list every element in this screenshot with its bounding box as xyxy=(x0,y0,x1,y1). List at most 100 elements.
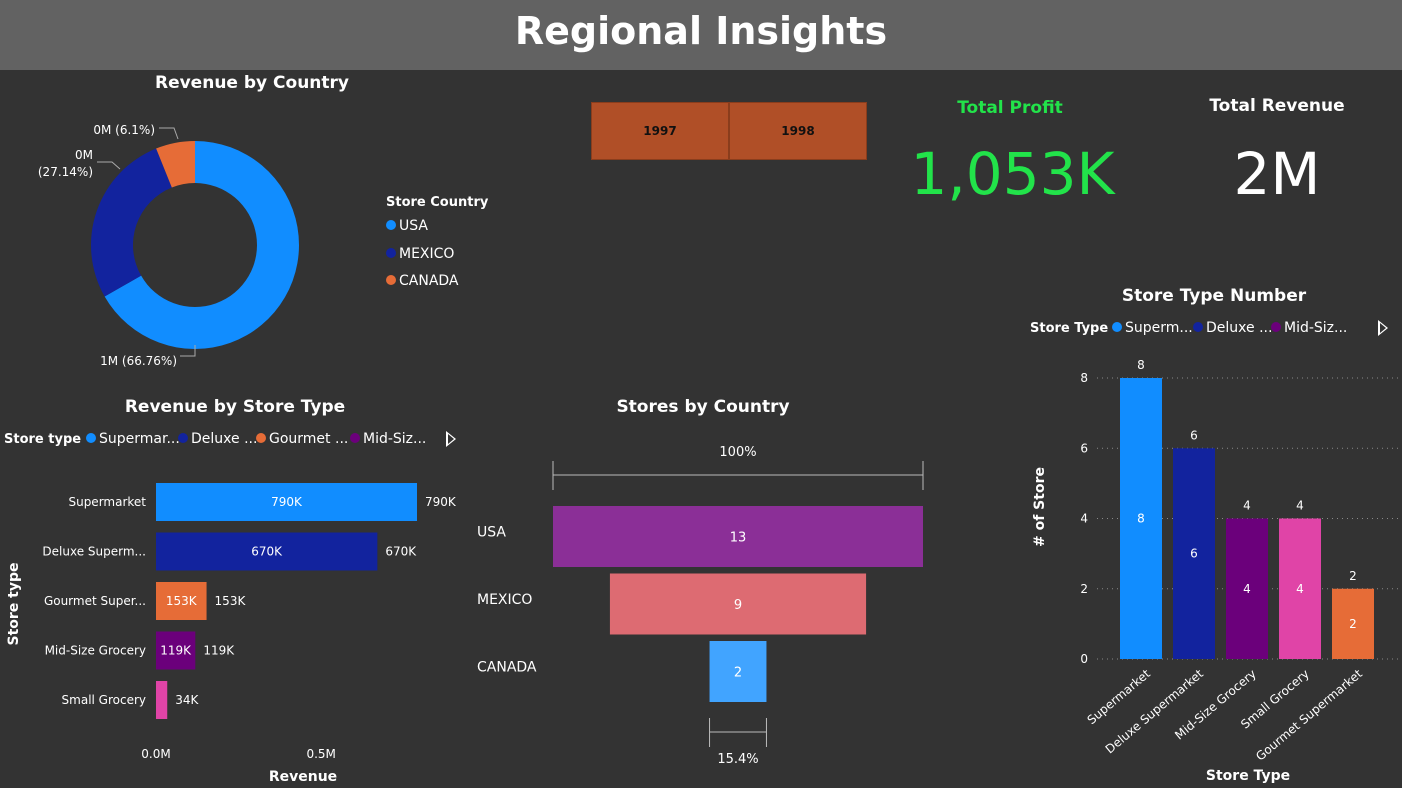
bar-legend-item-midsize[interactable]: Mid-Siz... xyxy=(350,431,426,447)
label-usa: 1M (66.76%) xyxy=(100,354,177,368)
mexico-dot-icon xyxy=(386,248,396,258)
legend-label: Deluxe ... xyxy=(1206,320,1273,336)
column-2 xyxy=(1226,518,1268,659)
bar-legend-title: Store type xyxy=(4,432,82,447)
legend-item-canada[interactable]: CANADA xyxy=(386,273,459,289)
donut-title: Revenue by Country xyxy=(154,73,349,93)
bar-4 xyxy=(156,681,168,719)
funnel-segment-mexico xyxy=(609,573,867,635)
funnel-value-label: 13 xyxy=(730,531,747,546)
dot-icon xyxy=(1271,322,1281,332)
donut-chart[interactable]: 0M (6.1%)0M (27.14%) 1M (66.76%) xyxy=(0,95,520,385)
bar-1 xyxy=(156,532,378,571)
column-inner-label: 8 xyxy=(1137,512,1145,526)
total-profit-value: 1,053K xyxy=(910,140,1115,208)
column-legend-next-arrow-icon[interactable] xyxy=(1378,320,1388,336)
legend-next-arrow-icon[interactable] xyxy=(446,431,456,447)
column-inner-label: 2 xyxy=(1349,617,1357,631)
total-revenue-label: Total Revenue xyxy=(1209,96,1345,116)
year-1997-button[interactable]: 1997 xyxy=(591,102,729,160)
x-tick-label: Gourmet Supermarket xyxy=(1253,666,1365,763)
legend-label: Gourmet ... xyxy=(269,431,349,447)
x-tick-label: 0.0M xyxy=(141,747,170,761)
column-legend-item-deluxe[interactable]: Deluxe ... xyxy=(1193,320,1272,336)
leader-line-mexico xyxy=(97,161,121,170)
column-0 xyxy=(1120,378,1162,659)
column-4 xyxy=(1332,588,1374,659)
bar-category-label: Mid-Size Grocery xyxy=(45,644,146,658)
donut-slice-usa[interactable] xyxy=(104,141,299,349)
dot-icon xyxy=(256,433,266,443)
legend-label: Deluxe ... xyxy=(191,431,258,447)
dot-icon xyxy=(178,433,188,443)
column-3 xyxy=(1279,518,1321,659)
dot-icon xyxy=(350,433,360,443)
dot-icon xyxy=(1193,322,1203,332)
dot-icon xyxy=(86,433,96,443)
revenue-bar-chart[interactable]: Supermarket 790K 790K Deluxe Superm... 670K 6… xyxy=(0,470,470,788)
leader-line-usa xyxy=(180,345,196,357)
column-legend-item-midsize[interactable]: Mid-Siz... xyxy=(1271,320,1347,336)
bar-category-label: Deluxe Superm... xyxy=(42,545,146,559)
legend-item-mexico[interactable]: MEXICO xyxy=(386,246,454,262)
bar-outer-label: 670K xyxy=(385,545,417,559)
funnel-bottom-pct: 15.4% xyxy=(717,752,758,767)
bar-outer-label: 790K xyxy=(425,495,457,509)
year-1998-button[interactable]: 1998 xyxy=(729,102,867,160)
funnel-segment-usa xyxy=(553,506,923,567)
column-top-label: 4 xyxy=(1296,499,1304,513)
bar-legend-item-supermarket[interactable]: Supermar... xyxy=(86,431,180,447)
donut-slice-mexico[interactable] xyxy=(90,148,172,297)
page-title: Regional Insights xyxy=(514,9,888,53)
x-axis-title: Revenue xyxy=(269,769,337,785)
y-axis-title: Store type xyxy=(6,562,22,645)
legend-item-usa[interactable]: USA xyxy=(386,218,428,234)
column-inner-label: 4 xyxy=(1243,582,1251,596)
bar-category-label: Small Grocery xyxy=(62,693,146,707)
bar-category-label: Gourmet Super... xyxy=(44,594,146,608)
legend-label: Superm... xyxy=(1125,320,1193,336)
total-revenue-value: 2M xyxy=(1233,140,1321,208)
bar-category-label: Supermarket xyxy=(68,495,146,509)
bar-3 xyxy=(156,631,196,670)
label-canada: 0M (6.1%) xyxy=(93,123,155,137)
stores-funnel-chart[interactable]: 100% 13 USA 9 MEXICO 2 CANADA 15.4% xyxy=(470,430,960,780)
column-chart-title: Store Type Number xyxy=(1121,286,1307,306)
canada-dot-icon xyxy=(386,275,396,285)
column-1 xyxy=(1173,448,1215,659)
x-tick-label: 0.5M xyxy=(306,747,335,761)
bar-inner-label: 119K xyxy=(160,644,192,658)
x-tick-label: Deluxe Supermarket xyxy=(1103,666,1206,756)
column-legend-item-supermarket[interactable]: Superm... xyxy=(1112,320,1193,336)
column-top-label: 6 xyxy=(1190,428,1198,442)
bar-outer-label: 119K xyxy=(203,644,235,658)
funnel-category-label: MEXICO xyxy=(477,592,532,608)
bar-outer-label: 153K xyxy=(215,594,247,608)
bar-0 xyxy=(156,483,417,521)
donut-slice-canada[interactable] xyxy=(156,141,195,188)
y-tick-label: 8 xyxy=(1080,371,1088,385)
funnel-category-label: USA xyxy=(477,525,506,541)
y-tick-label: 4 xyxy=(1080,512,1088,526)
bar-inner-label: 153K xyxy=(166,594,198,608)
dot-icon xyxy=(1112,322,1122,332)
column-inner-label: 4 xyxy=(1296,582,1304,596)
y-tick-label: 6 xyxy=(1080,441,1088,455)
funnel-value-label: 9 xyxy=(734,598,742,613)
x-axis-title: Store Type xyxy=(1206,768,1290,784)
legend-label: USA xyxy=(399,218,428,234)
bar-inner-label: 670K xyxy=(251,545,283,559)
y-axis-title: # of Store xyxy=(1032,467,1048,547)
bar-legend-item-gourmet[interactable]: Gourmet ... xyxy=(256,431,348,447)
column-inner-label: 6 xyxy=(1190,547,1198,561)
leader-line-canada xyxy=(159,127,179,140)
funnel-segment-canada xyxy=(709,641,767,702)
funnel-top-pct: 100% xyxy=(719,445,756,460)
column-legend-title: Store Type xyxy=(1030,321,1109,336)
column-top-label: 4 xyxy=(1243,499,1251,513)
bar-2 xyxy=(156,582,207,620)
legend-label: MEXICO xyxy=(399,246,455,262)
y-tick-label: 2 xyxy=(1080,582,1088,596)
bar-legend-item-deluxe[interactable]: Deluxe ... xyxy=(178,431,257,447)
